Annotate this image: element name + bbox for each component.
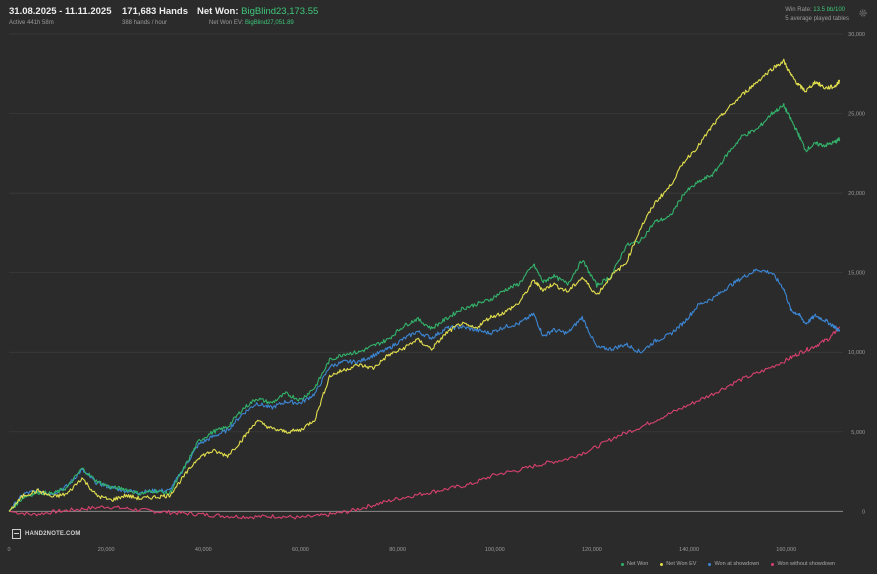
win-rate-block: Win Rate: 13.5 bb/100 5 average played t…: [785, 7, 849, 25]
x-tick-label: 120,000: [582, 547, 602, 553]
x-tick-label: 40,000: [195, 547, 212, 553]
series-line-won-without-showdown: [8, 326, 841, 520]
x-tick-label: 0: [7, 547, 10, 553]
logo-text: HAND2NOTE.COM: [25, 531, 81, 537]
x-tick-label: 160,000: [776, 547, 796, 553]
legend-label: Net Won EV: [666, 561, 697, 567]
legend-label: Won at showdown: [714, 561, 760, 567]
hands-block: 171,683 Hands 388 hands / hour: [122, 6, 188, 26]
y-tick-label: 5,000: [851, 430, 865, 436]
y-tick-label: 0: [862, 509, 865, 515]
x-tick-label: 80,000: [389, 547, 406, 553]
grid-lines: [9, 33, 843, 512]
legend-dot-icon: [708, 562, 712, 566]
legend-dot-icon: [660, 562, 664, 566]
y-axis-tick-labels: 0 5,000 10,000 15,000 20,000 25,000 30,000: [848, 32, 865, 515]
y-tick-label: 10,000: [848, 350, 865, 356]
x-tick-label: 140,000: [679, 547, 699, 553]
gear-icon[interactable]: [858, 8, 868, 18]
series-line-won-at-showdown: [8, 268, 841, 512]
y-tick-label: 30,000: [848, 32, 865, 38]
legend-dot-icon: [771, 562, 775, 566]
hand2note-logo: HAND2NOTE.COM: [12, 529, 81, 539]
legend-item[interactable]: Net Won EV: [660, 561, 696, 567]
date-block: 31.08.2025 - 11.11.2025 Active 441h 58m: [9, 6, 112, 26]
net-won-ev-value: BigBlind27,051.89: [245, 20, 294, 26]
hand2note-logo-icon: [12, 529, 21, 539]
legend-label: Won without showdown: [777, 561, 835, 567]
net-won-block: Net Won: BigBlind23,173.55 Net Won EV: B…: [197, 6, 318, 26]
net-won-value: BigBlind23,173.55: [241, 6, 319, 17]
stats-header: 31.08.2025 - 11.11.2025 Active 441h 58m …: [0, 0, 877, 30]
legend-item[interactable]: Won without showdown: [771, 561, 835, 567]
legend-item[interactable]: Net Won: [621, 561, 648, 567]
x-tick-label: 20,000: [98, 547, 115, 553]
date-range: 31.08.2025 - 11.11.2025: [9, 6, 112, 17]
y-tick-label: 15,000: [848, 271, 865, 277]
legend-label: Net Won: [627, 561, 649, 567]
win-rate-value: 13.5 bb/100: [813, 7, 845, 13]
data-series: [8, 58, 841, 520]
average-tables: 5 average played tables: [785, 16, 849, 22]
y-tick-label: 25,000: [848, 112, 865, 118]
x-tick-label: 100,000: [485, 547, 505, 553]
hands-count: 171,683 Hands: [122, 6, 189, 17]
win-rate-label: Win Rate:: [785, 7, 812, 13]
net-won-label: Net Won:: [197, 6, 239, 17]
x-axis-tick-labels: 0 20,000 40,000 60,000 80,000 100,000 120,000 1…: [7, 547, 796, 553]
legend-dot-icon: [621, 562, 624, 566]
y-tick-label: 20,000: [848, 191, 865, 197]
series-line-net-won-ev: [8, 58, 841, 512]
series-line-net-won: [8, 103, 841, 512]
hands-rate: 388 hands / hour: [122, 20, 168, 26]
x-tick-label: 60,000: [292, 547, 309, 553]
chart-legend: Net Won Net Won EV Won at showdown Won with…: [621, 561, 835, 567]
legend-item[interactable]: Won at showdown: [708, 561, 759, 567]
net-won-ev-label: Net Won EV:: [209, 20, 244, 26]
active-time: Active 441h 58m: [9, 20, 54, 26]
